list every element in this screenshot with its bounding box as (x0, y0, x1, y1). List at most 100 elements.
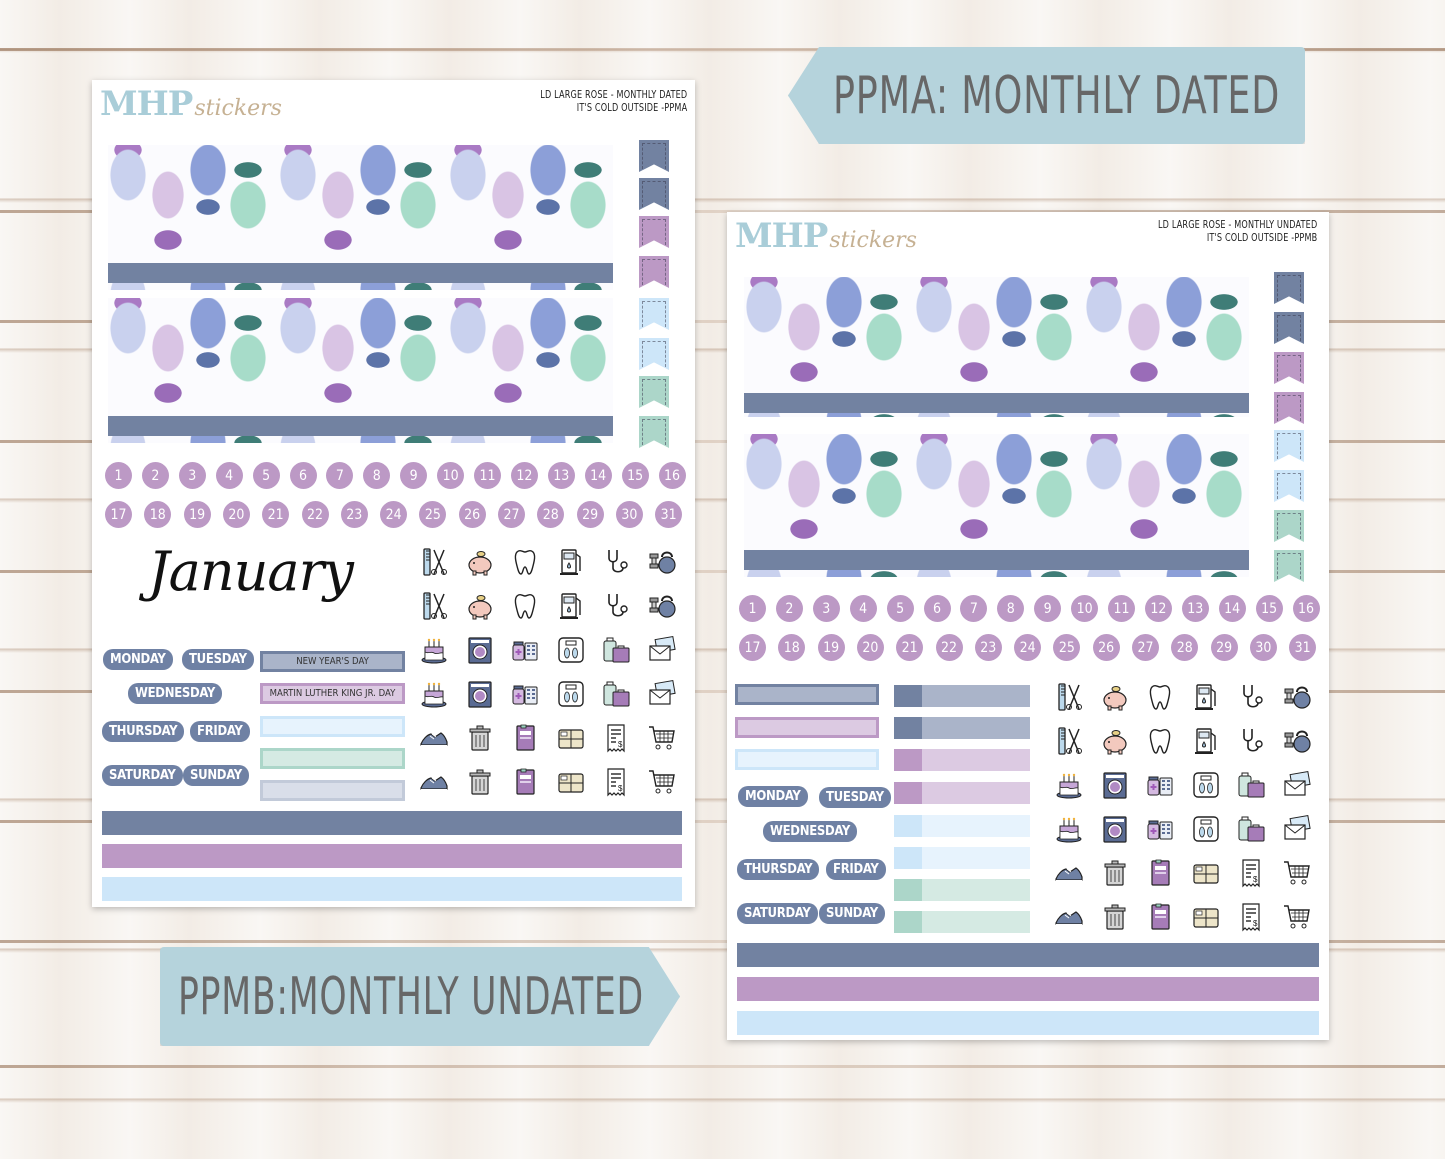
comb-scissors-icon (1052, 724, 1086, 758)
gas-pump-icon (1189, 680, 1223, 714)
sheet-title: LD LARGE ROSE - MONTHLY DATED IT'S COLD … (540, 88, 687, 114)
flag-sticker (1274, 470, 1304, 502)
shopping-cart-icon (645, 765, 679, 799)
wood-plank-seam (0, 690, 1445, 693)
receipt-icon: $ (599, 765, 633, 799)
date-circle-16: 16 (1292, 595, 1320, 622)
trash-can-icon (463, 721, 497, 755)
date-circle-5: 5 (886, 595, 914, 622)
tooth-icon (508, 589, 542, 623)
wood-plank-seam (0, 210, 1445, 213)
date-circle-29: 29 (576, 501, 604, 528)
blue-washi-bar (737, 1011, 1319, 1035)
receipt-icon: $ (1234, 856, 1268, 890)
mail-icon (1280, 768, 1314, 802)
flag-sticker (639, 216, 669, 248)
date-circle-17: 17 (739, 634, 766, 661)
date-circle-6: 6 (923, 595, 951, 622)
date-circle-1: 1 (105, 462, 132, 489)
date-circle-8: 8 (997, 595, 1025, 622)
date-circle-12: 12 (510, 462, 538, 489)
gas-pump-icon (554, 545, 588, 579)
date-circle-15: 15 (621, 462, 649, 489)
date-circle-24: 24 (1014, 634, 1042, 661)
flag-sticker (639, 338, 669, 370)
day-label-monday: MONDAY (740, 788, 806, 805)
date-circle-23: 23 (974, 634, 1002, 661)
purple-washi-bar (737, 977, 1319, 1001)
date-circle-19: 19 (817, 634, 845, 661)
luggage-icon (599, 677, 633, 711)
date-circle-3: 3 (178, 462, 206, 489)
banner-ppma-monthly-dated: PPMA: MONTHLY DATED (788, 47, 1305, 144)
shopping-cart-icon (645, 721, 679, 755)
slate-washi-bar (102, 811, 682, 835)
wood-plank-seam (0, 320, 1445, 323)
scale-icon (1189, 812, 1223, 846)
sneaker-icon (1052, 900, 1086, 934)
wood-plank-seam (0, 48, 1445, 51)
sneaker-icon (417, 765, 451, 799)
day-label-wednesday: WEDNESDAY (130, 685, 221, 702)
banner-ppmb-text: PPMB:MONTHLY UNDATED (178, 966, 644, 1027)
logo-stickers-text: stickers (194, 96, 282, 121)
medicine-icon (508, 677, 542, 711)
date-circle-4: 4 (215, 462, 243, 489)
medicine-icon (1143, 812, 1177, 846)
date-circle-10: 10 (1071, 595, 1099, 622)
date-circle-28: 28 (537, 501, 565, 528)
day-label-tuesday: TUESDAY (184, 651, 252, 668)
svg-text:$: $ (618, 740, 623, 749)
dumbbell-kettlebell-icon (1280, 680, 1314, 714)
date-circle-14: 14 (584, 462, 612, 489)
washing-machine-icon (1098, 812, 1132, 846)
sheet-title: LD LARGE ROSE - MONTHLY UNDATED IT'S COL… (1158, 218, 1317, 244)
date-circle-11: 11 (474, 462, 501, 489)
tooth-icon (508, 545, 542, 579)
date-circle-25: 25 (419, 501, 447, 528)
trash-can-icon (1098, 856, 1132, 890)
receipt-icon: $ (599, 721, 633, 755)
scale-icon (554, 677, 588, 711)
flag-sticker (639, 256, 669, 288)
month-script-title: January (148, 540, 354, 603)
stethoscope-icon (1234, 680, 1268, 714)
tracker-strip (894, 815, 1030, 837)
date-circle-29: 29 (1210, 634, 1238, 661)
blank-box-blue (735, 749, 879, 770)
luggage-icon (1234, 812, 1268, 846)
holiday-box-blank (260, 780, 405, 801)
sheet-title-line1: LD LARGE ROSE - MONTHLY UNDATED (1157, 218, 1317, 231)
date-circle-19: 19 (183, 501, 211, 528)
day-label-friday: FRIDAY (192, 723, 248, 740)
date-circle-22: 22 (301, 501, 329, 528)
piggy-bank-icon (1098, 680, 1132, 714)
icon-sticker-grid: $ $ (417, 545, 689, 807)
sheet-title-line2: IT'S COLD OUTSIDE -PPMA (576, 101, 687, 114)
tooth-icon (1143, 680, 1177, 714)
luggage-icon (599, 633, 633, 667)
wood-plank-seam (0, 570, 1445, 573)
scale-icon (1189, 768, 1223, 802)
washing-machine-icon (463, 677, 497, 711)
stethoscope-icon (599, 545, 633, 579)
holiday-box-mlk-day: MARTIN LUTHER KING JR. DAY (260, 683, 405, 704)
wood-plank-seam (0, 940, 1445, 943)
dumbbell-kettlebell-icon (645, 589, 679, 623)
date-circle-2: 2 (141, 462, 169, 489)
date-circle-23: 23 (340, 501, 368, 528)
flag-sticker (639, 416, 669, 448)
package-icon (1189, 900, 1223, 934)
day-label-wednesday: WEDNESDAY (765, 823, 856, 840)
wood-plank-seam (0, 820, 1445, 823)
sheet-title-line1: LD LARGE ROSE - MONTHLY DATED (539, 88, 687, 101)
date-circle-9: 9 (1034, 595, 1062, 622)
date-circle-26: 26 (1092, 634, 1120, 661)
date-circle-30: 30 (1249, 634, 1277, 661)
date-circle-7: 7 (326, 462, 354, 489)
birthday-cake-icon (1052, 768, 1086, 802)
flag-sticker (1274, 312, 1304, 344)
day-label-saturday: SATURDAY (739, 905, 816, 922)
tracker-strip (894, 717, 1030, 739)
slate-header-strip (744, 393, 1249, 413)
